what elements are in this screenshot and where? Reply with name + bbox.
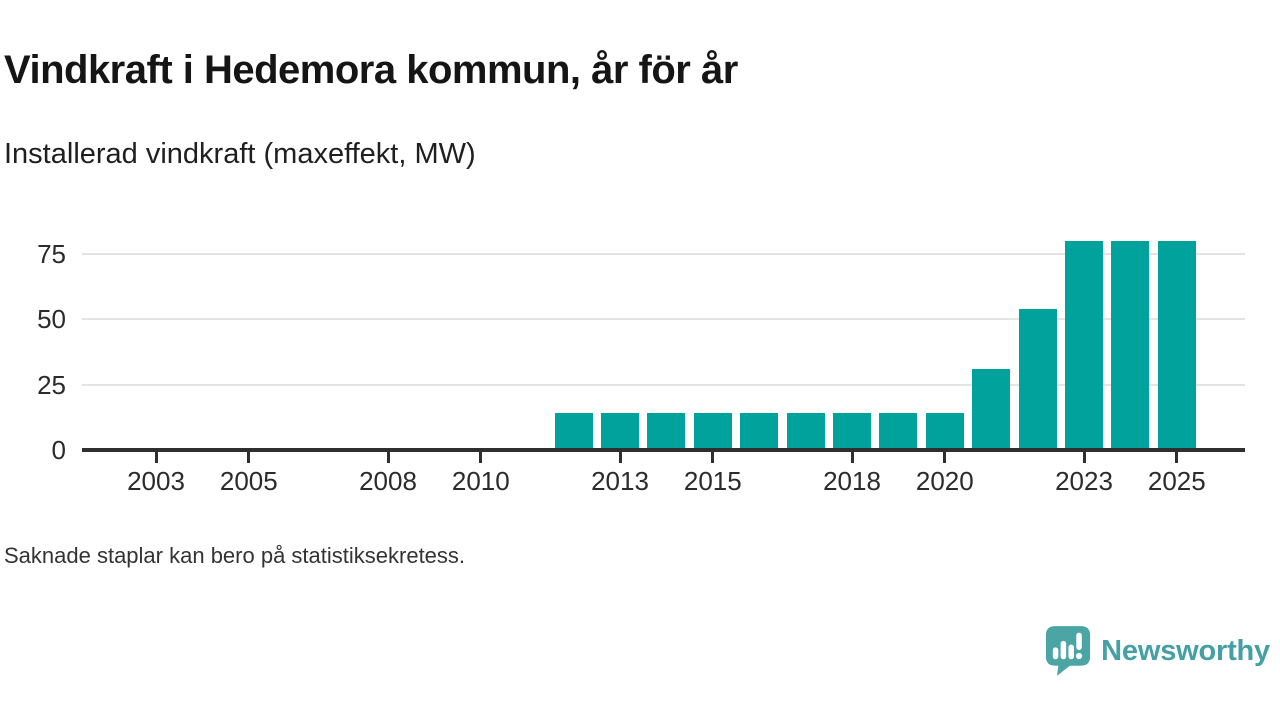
x-tick-2018 (850, 452, 854, 463)
bar-2014 (647, 413, 686, 450)
y-axis-label: 25 (37, 369, 66, 400)
y-axis-label: 50 (37, 304, 66, 335)
x-tick-label: 2025 (1147, 466, 1206, 496)
x-tick-2003 (154, 452, 158, 463)
x-tick-2005 (247, 452, 251, 463)
y-axis-label: 75 (37, 239, 66, 270)
x-tick-2013 (618, 452, 622, 463)
newsworthy-icon (1046, 626, 1091, 676)
x-tick-2023 (1082, 452, 1086, 463)
x-axis-line (82, 448, 1245, 452)
x-tick-2008 (386, 452, 390, 463)
x-tick-label: 2020 (915, 466, 974, 496)
bar-2022 (1018, 308, 1057, 450)
grid-line-50 (82, 318, 1245, 321)
bar-2024 (1111, 241, 1150, 450)
x-tick-2010 (479, 452, 483, 463)
grid-line-75 (82, 253, 1245, 256)
y-axis-label: 0 (51, 435, 66, 465)
bar-2012 (554, 413, 593, 450)
bar-2021 (972, 369, 1011, 450)
plot-area: 0 25 50 75 2003 2005 2008 2010 2013 2015 2018 2020 2… (37, 239, 1245, 496)
x-tick-label: 2015 (683, 466, 742, 496)
bar-2025 (1157, 241, 1196, 450)
x-tick-label: 2003 (127, 466, 185, 496)
bar-2018 (833, 413, 871, 450)
x-tick-2025 (1175, 452, 1179, 463)
chart-subtitle: Installerad vindkraft (maxeffekt, MW) (4, 138, 476, 170)
bar-2023 (1065, 241, 1103, 450)
x-tick-label: 2010 (451, 466, 510, 496)
x-tick-2020 (943, 452, 947, 463)
newsworthy-wordmark: Newsworthy (1101, 634, 1270, 667)
x-tick-label: 2023 (1055, 466, 1113, 496)
x-tick-label: 2018 (823, 466, 881, 496)
bar-2017 (786, 413, 825, 450)
x-tick-2015 (711, 452, 715, 463)
chart-title: Vindkraft i Hedemora kommun, år för år (4, 48, 738, 92)
x-tick-label: 2013 (591, 466, 649, 496)
grid-line-25 (82, 383, 1245, 386)
bar-2015 (693, 413, 732, 450)
bar-2020 (925, 413, 964, 450)
x-tick-label: 2008 (359, 466, 417, 496)
bar-2019 (879, 413, 918, 450)
newsworthy-logo: Newsworthy (1045, 625, 1270, 677)
x-tick-label: 2005 (219, 466, 278, 496)
chart-footnote: Saknade staplar kan bero på statistiksek… (4, 543, 466, 568)
bar-2016 (740, 413, 779, 450)
bar-2013 (601, 413, 639, 450)
